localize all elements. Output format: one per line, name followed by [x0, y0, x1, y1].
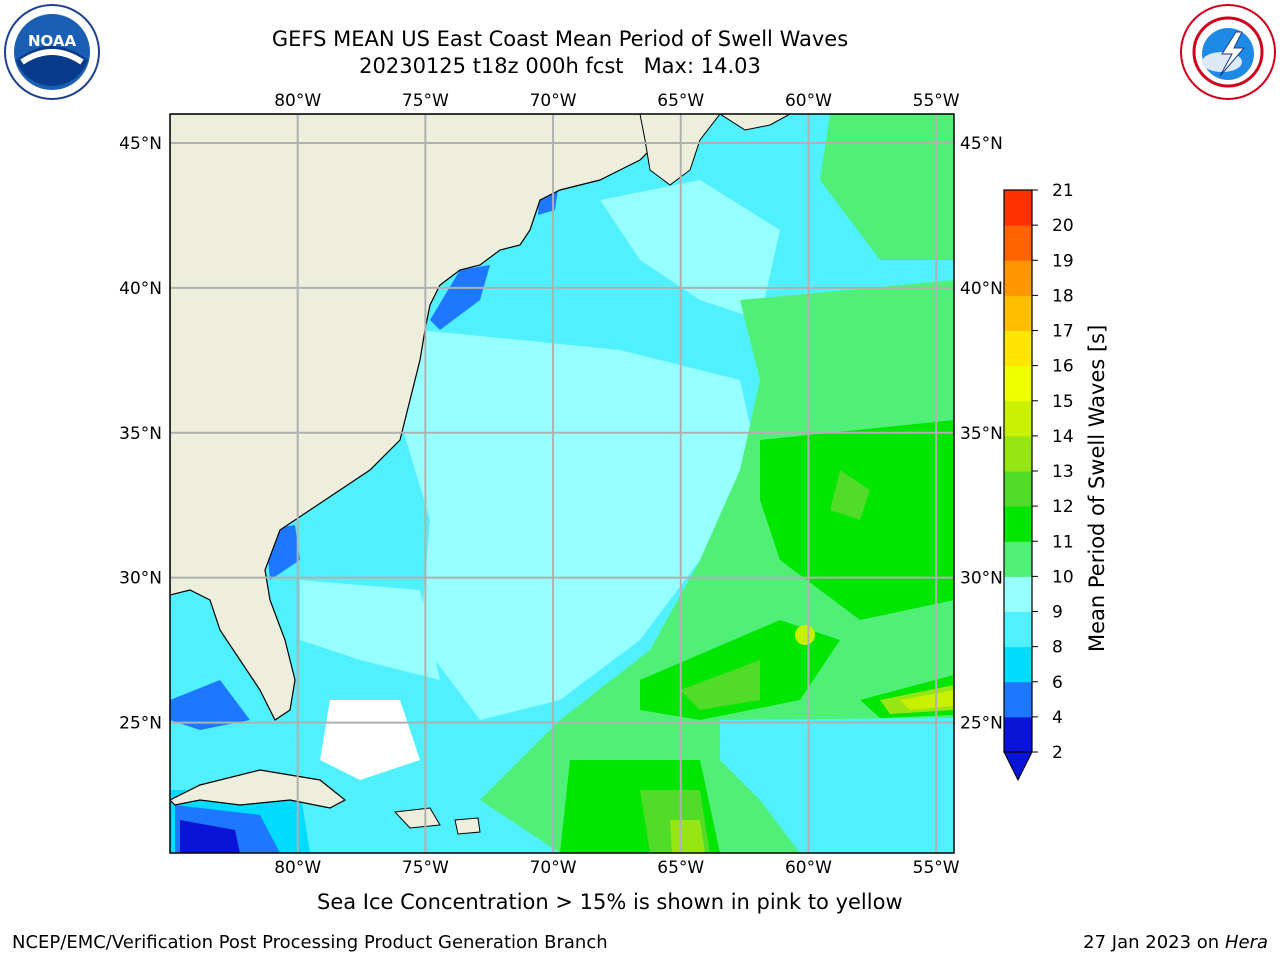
colorbar-swatch	[1004, 506, 1032, 542]
footer-date-text: 27 Jan 2023 on	[1083, 932, 1225, 953]
footer-credit: NCEP/EMC/Verification Post Processing Pr…	[12, 932, 608, 953]
lon-label-bottom: 70°W	[530, 858, 577, 878]
lat-label-left: 25°N	[119, 714, 162, 734]
colorbar-title: Mean Period of Swell Waves [s]	[1085, 324, 1109, 652]
lon-label-top: 75°W	[402, 91, 449, 111]
lat-label-right: 30°N	[960, 569, 1003, 589]
colorbar-swatch	[1004, 716, 1032, 753]
noaa-logo: NOAA	[4, 4, 100, 100]
lat-label-left: 30°N	[119, 569, 162, 589]
colorbar-tick-label: 11	[1052, 532, 1074, 552]
lon-label-bottom: 55°W	[913, 858, 960, 878]
colorbar-tick-label: 16	[1052, 357, 1074, 377]
colorbar-swatch	[1004, 330, 1032, 367]
colorbar-swatch	[1004, 225, 1032, 261]
lon-label-top: 70°W	[530, 91, 577, 111]
lat-label-left: 40°N	[119, 279, 162, 299]
colorbar-tick-label: 20	[1052, 216, 1074, 236]
colorbar-tick-label: 9	[1052, 603, 1063, 623]
axis-labels: 80°W 80°W 75°W 75°W 70°W 70°W 65°W 65°W 60°W 60°W…	[119, 91, 1003, 878]
lon-label-bottom: 75°W	[402, 858, 449, 878]
lat-label-right: 45°N	[960, 134, 1003, 154]
lon-label-bottom: 65°W	[657, 858, 704, 878]
lat-label-right: 40°N	[960, 279, 1003, 299]
title-line-1: GEFS MEAN US East Coast Mean Period of S…	[271, 27, 849, 51]
lat-label-left: 45°N	[119, 134, 162, 154]
colorbar-tick-label: 13	[1052, 462, 1074, 482]
colorbar-tick-label: 8	[1052, 638, 1063, 658]
swell-period-field	[170, 114, 954, 853]
lon-label-top: 55°W	[913, 91, 960, 111]
north-america-land	[170, 114, 691, 721]
map-frame	[169, 113, 955, 854]
colorbar-swatch	[1004, 646, 1032, 683]
colorbar-swatch	[1004, 400, 1032, 437]
colorbar-tick-label: 19	[1052, 251, 1074, 271]
colorbar-swatch	[1004, 365, 1032, 402]
colorbar-swatch	[1004, 190, 1032, 226]
footer-host: Hera	[1224, 932, 1268, 953]
lon-label-bottom: 60°W	[785, 858, 832, 878]
lon-label-top: 80°W	[274, 91, 321, 111]
colorbar-tick-label: 14	[1052, 427, 1074, 447]
colorbar-swatch	[1004, 295, 1032, 331]
colorbar-swatch	[1004, 435, 1032, 472]
colorbar: 2 4 6 8 9 10 11 12 13 14 15 16 17 18 19 20 21	[1003, 181, 1074, 782]
sea-ice-caption: Sea Ice Concentration > 15% is shown in …	[317, 890, 903, 914]
title-line-2: 20230125 t18z 000h fcst Max: 14.03	[359, 54, 761, 78]
colorbar-tick-label: 6	[1052, 673, 1063, 693]
colorbar-tick-label: 4	[1052, 708, 1063, 728]
colorbar-tick-label: 10	[1052, 567, 1074, 587]
colorbar-tick-label: 18	[1052, 286, 1074, 306]
lon-label-bottom: 80°W	[274, 858, 321, 878]
lon-label-top: 65°W	[657, 91, 704, 111]
footer-date: 27 Jan 2023 on Hera	[1083, 932, 1268, 953]
lat-label-right: 35°N	[960, 424, 1003, 444]
colorbar-swatch	[1004, 681, 1032, 718]
colorbar-tick-label: 21	[1052, 181, 1074, 201]
noaa-logo-text: NOAA	[28, 32, 77, 50]
colorbar-swatch	[1004, 541, 1032, 577]
colorbar-swatch	[1004, 576, 1032, 612]
cuba-land	[170, 769, 347, 809]
colorbar-tick-label: 17	[1052, 322, 1074, 342]
colorbar-swatch	[1004, 260, 1032, 296]
colorbar-extend-arrow	[1003, 751, 1033, 782]
lon-label-top: 60°W	[785, 91, 832, 111]
graticule	[170, 114, 954, 853]
lat-label-left: 35°N	[119, 424, 162, 444]
nws-logo	[1180, 4, 1276, 100]
colorbar-swatch	[1004, 611, 1032, 648]
colorbar-tick-label: 12	[1052, 497, 1074, 517]
colorbar-tick-label: 2	[1052, 743, 1063, 763]
colorbar-swatch	[1004, 471, 1032, 507]
colorbar-tick-label: 15	[1052, 392, 1074, 412]
lat-label-right: 25°N	[960, 714, 1003, 734]
